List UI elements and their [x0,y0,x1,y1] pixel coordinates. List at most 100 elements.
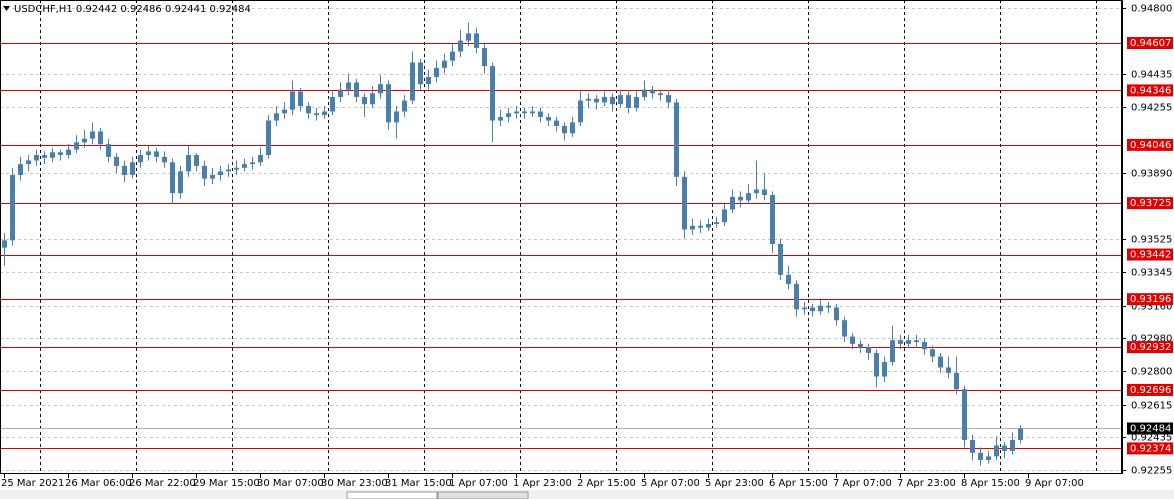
level-label: 0.93196 [1130,294,1171,305]
candle-body [946,367,951,373]
candle-body [922,342,927,350]
candle-body [378,84,383,94]
bid-label-box [1127,422,1173,435]
candle-body [538,111,543,117]
candle-body [498,116,503,121]
candle-body [554,120,559,126]
candle-body [170,162,175,194]
candle-body [442,60,447,68]
x-tick-label: 29 Mar 15:00 [193,478,260,489]
open: 0.92442 [76,4,117,15]
candle-body [978,452,983,461]
candle-body [130,162,135,176]
candle-body [314,113,319,116]
candle-body [586,98,591,101]
level-label: 0.93442 [1130,250,1171,261]
candle-body [34,155,39,161]
candle-body [234,167,239,170]
candle-body [698,225,703,228]
symbol: USDCHF,H1 [14,4,73,15]
candle-body [434,67,439,77]
candles [2,22,1023,466]
candle-body [826,305,831,308]
x-tick-label: 8 Apr 15:00 [961,478,1020,489]
candle-body [722,209,727,223]
candle-body [322,111,327,116]
candle-body [298,91,303,107]
candle-body [178,171,183,194]
candle-body [66,149,71,156]
level-label: 0.92932 [1130,342,1171,353]
candle-body [26,160,31,165]
x-tick-label: 5 Apr 23:00 [705,478,764,489]
candle-body [674,102,679,177]
candle-body [154,151,159,157]
candle-body [122,165,127,176]
x-tick-label: 25 Mar 2021 [1,478,64,489]
candle-body [426,76,431,85]
candle-body [906,340,911,344]
candle-body [770,194,775,244]
candle-body [82,138,87,143]
candle-body [850,336,855,344]
menu-triangle[interactable] [3,6,10,11]
candle-body [602,96,607,103]
candle-body [330,96,335,112]
candle-body [218,171,223,176]
candle-body [370,93,375,105]
y-tick-label: 0.93345 [1131,268,1172,279]
candle-body [514,111,519,114]
candle-body [58,152,63,156]
y-tick-label: 0.94255 [1131,103,1172,114]
x-tick-label: 30 Mar 23:00 [321,478,388,489]
tab-bar [0,490,1174,499]
level-label-box [1127,197,1173,210]
candle-body [546,116,551,121]
x-tick-label: 2 Apr 15:00 [577,478,636,489]
candle-body [290,91,295,110]
candle-body [634,96,639,108]
candle-body [402,100,407,112]
candle-body [786,274,791,284]
candle-body [650,89,655,94]
close: 0.92484 [210,4,251,15]
candle-body [106,144,111,157]
candle-body [258,155,263,163]
candle-body [610,96,615,105]
candle-body [882,361,887,377]
candle-body [626,95,631,108]
tab[interactable] [346,491,438,499]
candle-body [466,33,471,41]
candle-body [266,120,271,156]
candle-body [210,175,215,179]
candle-body [482,47,487,67]
candle-body [842,320,847,337]
x-tick-label: 6 Apr 15:00 [769,478,828,489]
candle-body [986,456,991,461]
candle-body [250,162,255,165]
candle-body [146,151,151,156]
candle-body [386,84,391,123]
x-tick-label: 30 Mar 07:00 [257,478,324,489]
candle-body [738,196,743,201]
level-label-box [1127,84,1173,97]
axis: 0.94800 0.94435 0.94255 0.93890 0.93525 0.933… [1,0,1173,489]
x-tick-label: 5 Apr 07:00 [641,478,700,489]
candle-body [754,189,759,194]
y-tick-label: 0.93160 [1131,302,1172,313]
x-tick-label: 1 Apr 07:00 [449,478,508,489]
level-label: 0.93725 [1130,198,1171,209]
candle-body [138,155,143,163]
candle-body [114,156,119,166]
candle-body [242,164,247,168]
candle-body [594,98,599,103]
candle-body [506,113,511,117]
candle-body [306,106,311,114]
candle-body [418,62,423,85]
x-tick-label: 26 Mar 06:00 [65,478,132,489]
tab[interactable] [437,491,529,499]
level-label: 0.94346 [1130,85,1171,96]
y-tick-label: 0.93890 [1131,169,1172,180]
levels [0,43,1122,449]
